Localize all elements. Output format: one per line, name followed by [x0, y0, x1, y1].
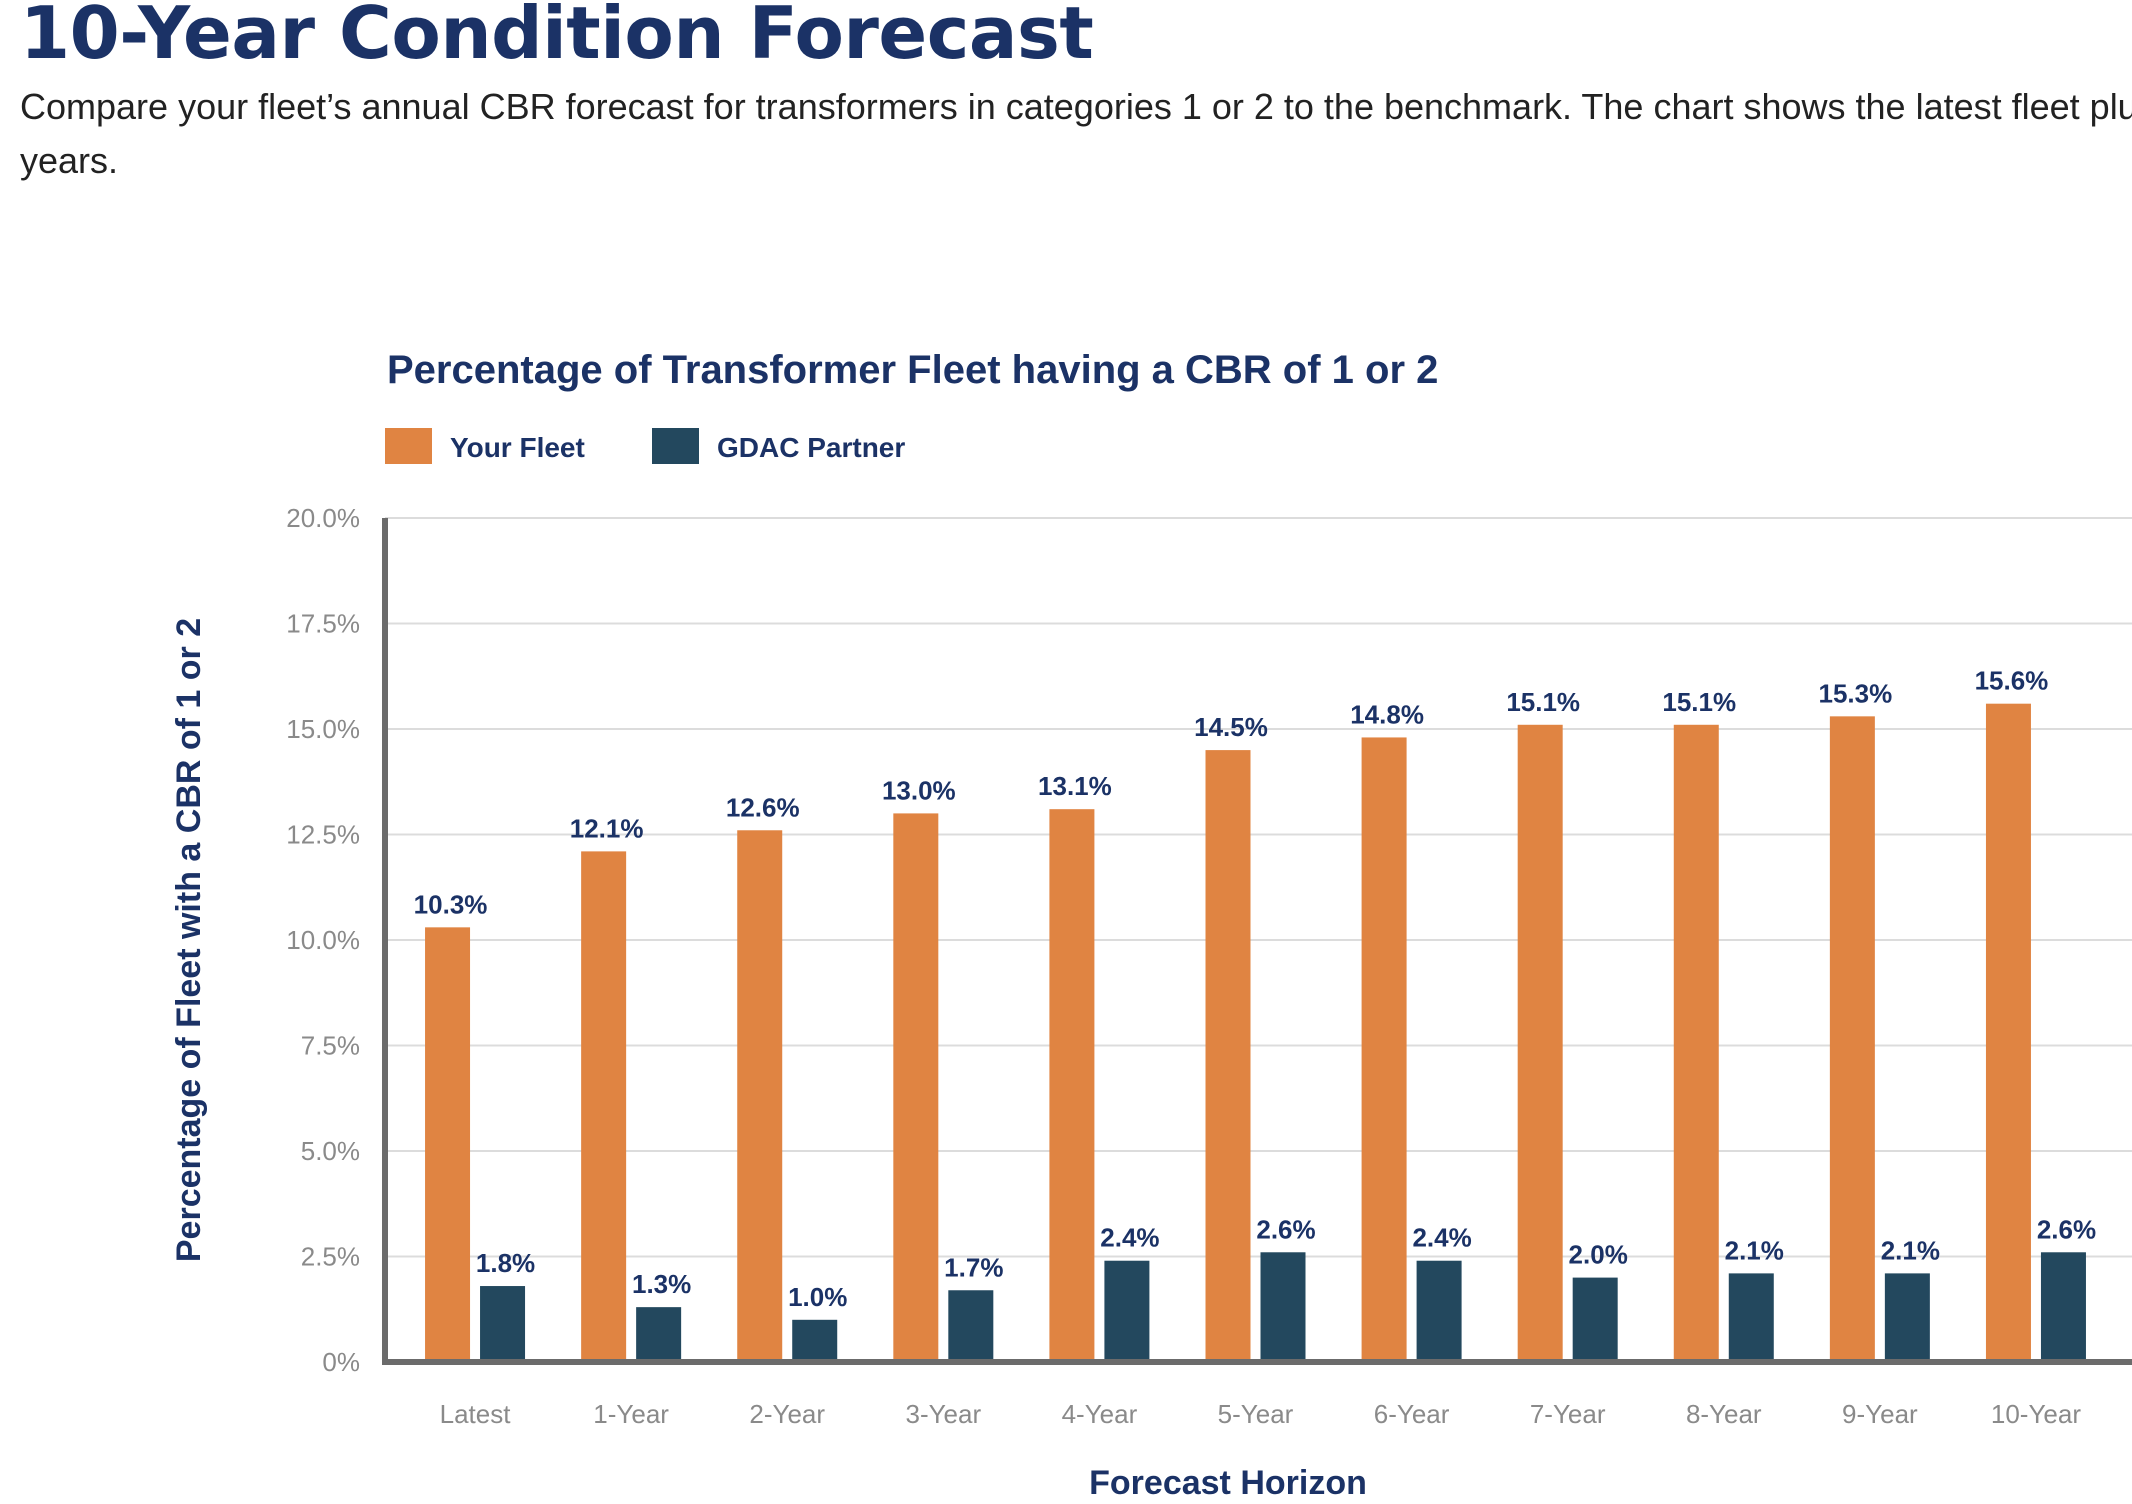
x-tick-label: 9-Year: [1842, 1399, 1918, 1429]
x-axis-title: Forecast Horizon: [1089, 1464, 1367, 1502]
y-axis-title: Percentage of Fleet with a CBR of 1 or 2: [170, 618, 208, 1262]
bar-value-label: 14.5%: [1194, 712, 1268, 742]
y-tick-label: 20.0%: [286, 503, 360, 533]
bar-value-label: 1.3%: [632, 1269, 691, 1299]
bar-value-label: 1.7%: [944, 1252, 1003, 1282]
y-tick-label: 15.0%: [286, 714, 360, 744]
bar-gdac-partner: [2040, 1252, 2086, 1362]
bar-your-fleet: [581, 851, 627, 1362]
y-tick-label: 10.0%: [286, 925, 360, 955]
x-tick-label: 4-Year: [1062, 1399, 1138, 1429]
bar-gdac-partner: [1260, 1252, 1306, 1362]
legend-item: Your Fleet: [385, 428, 585, 464]
chart-title: Percentage of Transformer Fleet having a…: [387, 348, 1438, 392]
bar-your-fleet: [1049, 809, 1095, 1362]
x-axis-ticks: Latest 1-Year 2-Year 3-Year 4-Year 5-Year 6-Ye…: [440, 1399, 2082, 1429]
bar-your-fleet: [893, 813, 939, 1362]
legend-label: GDAC Partner: [717, 432, 905, 463]
bar-your-fleet: [1985, 703, 2031, 1362]
y-tick-label: 17.5%: [286, 609, 360, 639]
chart-legend: Your Fleet GDAC Partner: [385, 428, 905, 464]
x-tick-label: Latest: [440, 1399, 512, 1429]
bar-value-label: 1.8%: [476, 1248, 535, 1278]
page-title: 10-Year Condition Forecast: [20, 0, 1094, 75]
bar-your-fleet: [1205, 750, 1251, 1362]
chart-axes: [382, 518, 2132, 1365]
bar-gdac-partner: [792, 1319, 838, 1362]
legend-item: GDAC Partner: [652, 428, 905, 464]
legend-label: Your Fleet: [450, 432, 585, 463]
x-tick-label: 7-Year: [1530, 1399, 1606, 1429]
x-tick-label: 6-Year: [1374, 1399, 1450, 1429]
x-tick-label: 8-Year: [1686, 1399, 1762, 1429]
bar-value-label: 10.3%: [414, 889, 488, 919]
bar-value-label: 15.1%: [1662, 687, 1736, 717]
y-tick-label: 0%: [322, 1347, 360, 1377]
page-description: Compare your fleet’s annual CBR forecast…: [20, 86, 2132, 181]
y-tick-label: 2.5%: [301, 1242, 360, 1272]
x-tick-label: 5-Year: [1218, 1399, 1294, 1429]
y-tick-label: 5.0%: [301, 1136, 360, 1166]
bar-value-label: 1.0%: [788, 1282, 847, 1312]
bar-value-label: 2.1%: [1725, 1235, 1784, 1265]
bar-gdac-partner: [1104, 1260, 1150, 1362]
bar-value-label: 2.1%: [1881, 1235, 1940, 1265]
bar-your-fleet: [1517, 724, 1563, 1362]
y-tick-label: 7.5%: [301, 1031, 360, 1061]
bar-gdac-partner: [1728, 1273, 1774, 1362]
bar-value-label: 2.4%: [1100, 1223, 1159, 1253]
legend-swatch: [652, 428, 699, 464]
bar-value-label: 14.8%: [1350, 699, 1424, 729]
x-tick-label: 2-Year: [749, 1399, 825, 1429]
bar-value-label: 12.1%: [570, 813, 644, 843]
bar-gdac-partner: [948, 1290, 994, 1362]
y-tick-label: 12.5%: [286, 820, 360, 850]
legend-swatch: [385, 428, 432, 464]
bar-value-label: 2.6%: [1256, 1214, 1315, 1244]
chart-bars: [425, 703, 2086, 1362]
bar-your-fleet: [1829, 716, 1875, 1362]
bar-your-fleet: [1673, 724, 1719, 1362]
bar-value-label: 12.6%: [726, 792, 800, 822]
bar-your-fleet: [737, 830, 783, 1362]
bar-your-fleet: [425, 927, 471, 1362]
x-tick-label: 1-Year: [593, 1399, 669, 1429]
bar-gdac-partner: [636, 1307, 682, 1362]
bar-gdac-partner: [1416, 1260, 1462, 1362]
x-tick-label: 3-Year: [905, 1399, 981, 1429]
y-axis-ticks: 0% 2.5% 5.0% 7.5% 10.0% 12.5% 15.0% 17.5% 20.0%: [286, 503, 360, 1377]
bar-gdac-partner: [1572, 1277, 1618, 1362]
bar-value-label: 2.0%: [1569, 1240, 1628, 1270]
x-tick-label: 10-Year: [1991, 1399, 2081, 1429]
bar-data-labels: 10.3% 1.8% 12.1% 1.3% 12.6% 1.0% 13.0% 1.7% 13.1…: [414, 666, 2096, 1312]
bar-value-label: 2.6%: [2037, 1214, 2096, 1244]
bar-value-label: 2.4%: [1412, 1223, 1471, 1253]
bar-value-label: 15.1%: [1506, 687, 1580, 717]
bar-value-label: 13.1%: [1038, 771, 1112, 801]
bar-value-label: 13.0%: [882, 775, 956, 805]
bar-your-fleet: [1361, 737, 1407, 1362]
bar-gdac-partner: [1884, 1273, 1930, 1362]
bar-value-label: 15.6%: [1975, 666, 2049, 696]
bar-gdac-partner: [480, 1286, 526, 1362]
bar-value-label: 15.3%: [1818, 678, 1892, 708]
